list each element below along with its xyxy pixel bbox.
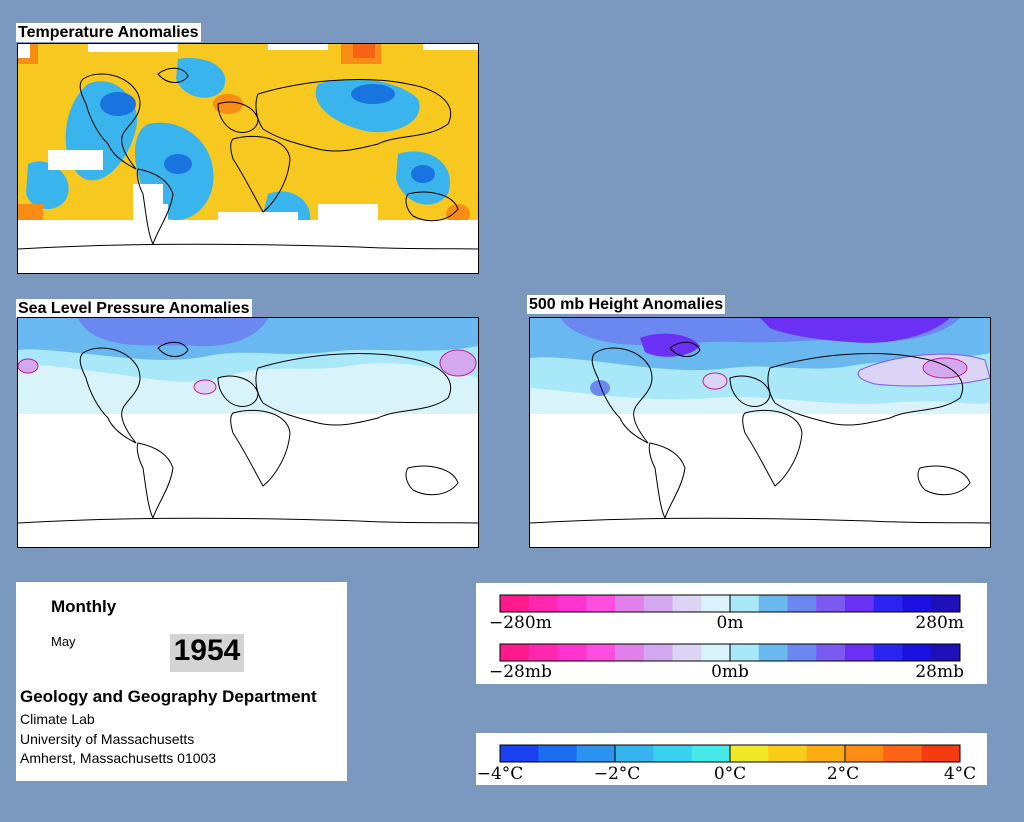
colorbar-swatch — [557, 644, 587, 661]
colorbar-swatch — [586, 644, 616, 661]
colorbar-swatch — [538, 745, 578, 762]
height-anomaly-map — [529, 317, 991, 548]
colorbar-swatch — [921, 745, 961, 762]
colorbar-swatch — [557, 595, 587, 612]
colorbar-swatch — [758, 595, 788, 612]
address-line-1: Climate Lab — [20, 711, 95, 727]
colorbar-swatch — [806, 745, 846, 762]
colorbar-swatch — [730, 595, 760, 612]
temperature-legend-box: −4°C −2°C 0°C 2°C 4°C — [476, 733, 987, 785]
colorbar-swatch — [902, 644, 932, 661]
colorbar-swatch — [730, 644, 760, 661]
colorbar-swatch — [528, 595, 558, 612]
colorbar-swatch — [816, 644, 846, 661]
height-tick-zero: 0m — [717, 613, 744, 633]
colorbar-swatch — [845, 644, 875, 661]
colorbar-swatch — [816, 595, 846, 612]
colorbar-swatch — [768, 745, 808, 762]
colorbar-swatch — [931, 644, 961, 661]
colorbar-swatch — [586, 595, 616, 612]
height-tick-max: 280m — [915, 613, 964, 633]
department-label: Geology and Geography Department — [20, 687, 317, 706]
temp-tick-minus4: −4°C — [477, 764, 524, 784]
info-box: Monthly May 1954 Geology and Geography D… — [16, 582, 347, 781]
colorbar-swatch — [576, 745, 616, 762]
colorbar-swatch — [643, 644, 673, 661]
colorbar-swatch — [500, 595, 530, 612]
colorbar-swatch — [672, 644, 702, 661]
colorbar-swatch — [615, 644, 645, 661]
address-line-3: Amherst, Massachusetts 01003 — [20, 750, 217, 766]
height-panel-title: 500 mb Height Anomalies — [527, 295, 726, 314]
slp-anomaly-map — [17, 317, 479, 548]
temp-tick-minus2: −2°C — [594, 764, 641, 784]
colorbar-swatch — [902, 595, 932, 612]
temperature-anomaly-map — [17, 43, 479, 274]
temp-tick-plus2: 2°C — [827, 764, 859, 784]
colorbar-swatch — [787, 595, 817, 612]
colorbar-swatch — [691, 745, 731, 762]
colorbar-swatch — [672, 595, 702, 612]
colorbar-swatch — [730, 745, 769, 762]
colorbar-swatch — [845, 595, 875, 612]
colorbar-swatch — [500, 745, 539, 762]
colorbar-swatch — [615, 595, 645, 612]
temp-tick-plus4: 4°C — [944, 764, 976, 784]
slp-tick-max: 28mb — [915, 662, 964, 682]
colorbar-swatch — [615, 745, 654, 762]
colorbar-swatch — [845, 745, 884, 762]
colorbar-swatch — [500, 644, 530, 661]
height-colorbar — [499, 594, 961, 613]
colorbar-swatch — [643, 595, 673, 612]
frequency-label: Monthly — [51, 597, 117, 616]
colorbar-swatch — [873, 644, 903, 661]
temperature-panel-title: Temperature Anomalies — [16, 23, 201, 42]
colorbar-swatch — [758, 644, 788, 661]
colorbar-swatch — [528, 644, 558, 661]
temp-tick-zero: 0°C — [714, 764, 746, 784]
colorbar-swatch — [883, 745, 923, 762]
colorbar-swatch — [787, 644, 817, 661]
temperature-colorbar — [499, 744, 961, 763]
colorbar-swatch — [701, 595, 731, 612]
slp-colorbar — [499, 643, 961, 662]
height-tick-min: −280m — [489, 613, 552, 633]
colorbar-swatch — [653, 745, 693, 762]
month-label: May — [51, 634, 76, 649]
colorbar-swatch — [701, 644, 731, 661]
colorbar-swatch — [931, 595, 961, 612]
slp-panel-title: Sea Level Pressure Anomalies — [16, 299, 252, 318]
slp-tick-zero: 0mb — [711, 662, 749, 682]
colorbar-swatch — [873, 595, 903, 612]
slp-tick-min: −28mb — [489, 662, 552, 682]
anomaly-legend-box: −280m 0m 280m −28mb 0mb 28mb — [476, 583, 987, 684]
year-label: 1954 — [170, 634, 244, 672]
address-line-2: University of Massachusetts — [20, 731, 195, 747]
